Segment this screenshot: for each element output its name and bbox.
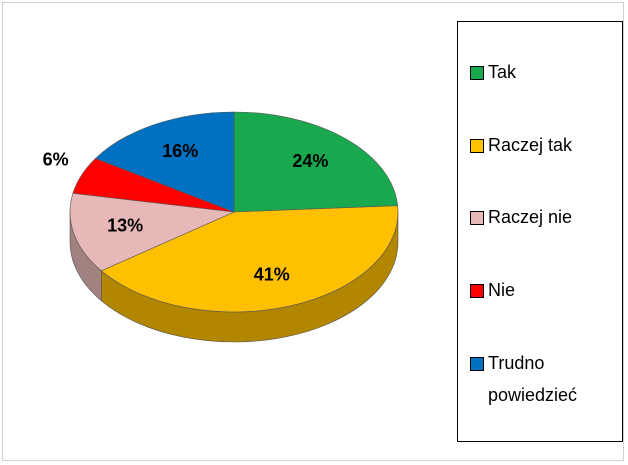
data-label: 13% (107, 216, 143, 236)
legend-entry: Tak (470, 56, 616, 88)
legend: Tak Raczej tak Raczej nie Nie Trudno powiedz… (457, 21, 623, 442)
legend-swatch (470, 284, 484, 299)
legend-entry: Nie (470, 274, 616, 306)
slice (233, 111, 399, 213)
slice (69, 192, 236, 272)
legend-entry: Trudno powiedzieć (470, 347, 616, 411)
legend-swatch (470, 211, 484, 226)
slice (100, 205, 399, 313)
data-label: 41% (254, 265, 290, 285)
legend-swatch (470, 138, 484, 153)
legend-label: Raczej tak (488, 134, 573, 155)
slice (94, 111, 235, 213)
legend-swatch (470, 66, 484, 81)
legend-label: Nie (488, 280, 516, 301)
legend-label: Raczej nie (488, 207, 573, 228)
data-label: 6% (43, 150, 69, 170)
legend-label: Tak (488, 62, 517, 83)
legend-label: Trudno powiedzieć (488, 352, 578, 405)
legend-entry: Raczej tak (470, 129, 616, 161)
data-label: 24% (292, 151, 328, 171)
chart-frame (2, 2, 624, 461)
legend-swatch (470, 356, 484, 371)
legend-entry: Raczej nie (470, 201, 616, 233)
data-label: 16% (162, 141, 198, 161)
